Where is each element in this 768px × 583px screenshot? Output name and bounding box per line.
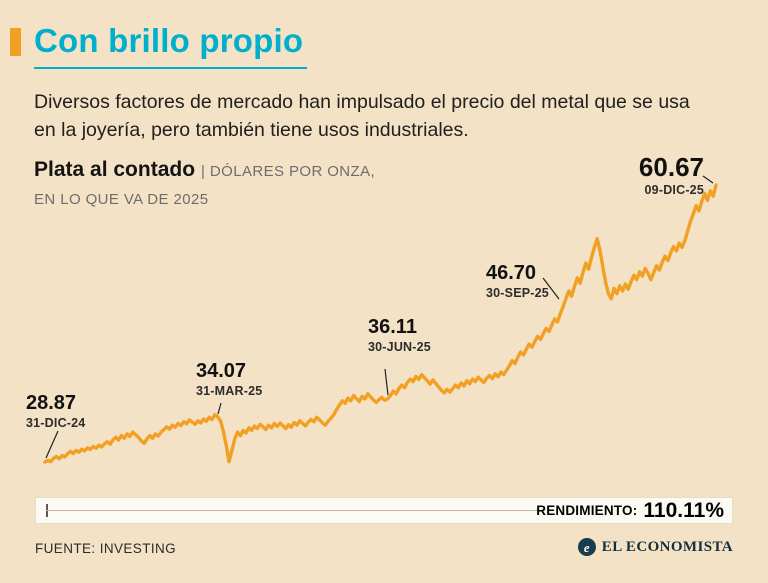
annotation-q1: 34.07 31-MAR-25 <box>196 360 262 398</box>
annotation-value: 46.70 <box>486 262 537 284</box>
annotation-start: 28.87 31-DIC-24 <box>26 392 85 430</box>
chart-series-label: Plata al contado | DÓLARES POR ONZA, EN L… <box>34 158 375 208</box>
annotation-q2: 36.11 30-JUN-25 <box>368 316 431 354</box>
page-title: Con brillo propio <box>34 22 308 69</box>
annotation-value: 28.87 <box>26 392 77 414</box>
annotation-latest: 60.67 09-DIC-25 <box>616 152 704 198</box>
annotation-date: 31-MAR-25 <box>196 384 263 398</box>
performance-value: 110.11% <box>643 498 724 522</box>
price-line-chart <box>43 175 718 464</box>
performance-text: RENDIMIENTO: 110.11% <box>536 498 724 523</box>
performance-bar: RENDIMIENTO: 110.11% <box>35 497 733 524</box>
title-accent-bar <box>10 28 21 56</box>
annotation-q3: 46.70 30-SEP-25 <box>486 262 549 300</box>
series-period: EN LO QUE VA DE 2025 <box>34 191 209 208</box>
annotation-value: 36.11 <box>368 316 417 338</box>
series-units: | DÓLARES POR ONZA, <box>201 163 376 180</box>
annotation-date: 30-JUN-25 <box>368 340 431 354</box>
annotation-date: 09-DIC-25 <box>644 183 704 197</box>
source-credit: FUENTE: INVESTING <box>35 541 177 556</box>
series-label-line1: Plata al contado | DÓLARES POR ONZA, <box>34 158 375 182</box>
annotation-date: 31-DIC-24 <box>26 416 86 430</box>
axis-baseline <box>46 510 541 511</box>
series-name: Plata al contado <box>34 158 196 181</box>
publisher-name: EL ECONOMISTA <box>601 538 733 555</box>
el-economista-icon: e <box>577 538 596 556</box>
annotation-value: 60.67 <box>638 152 704 182</box>
annotation-value: 34.07 <box>196 360 247 382</box>
performance-label: RENDIMIENTO: <box>536 503 638 518</box>
annotation-date: 30-SEP-25 <box>486 286 549 300</box>
page-subtitle: Diversos factores de mercado han impulsa… <box>34 91 690 141</box>
publisher-logo: e EL ECONOMISTA <box>577 538 733 556</box>
